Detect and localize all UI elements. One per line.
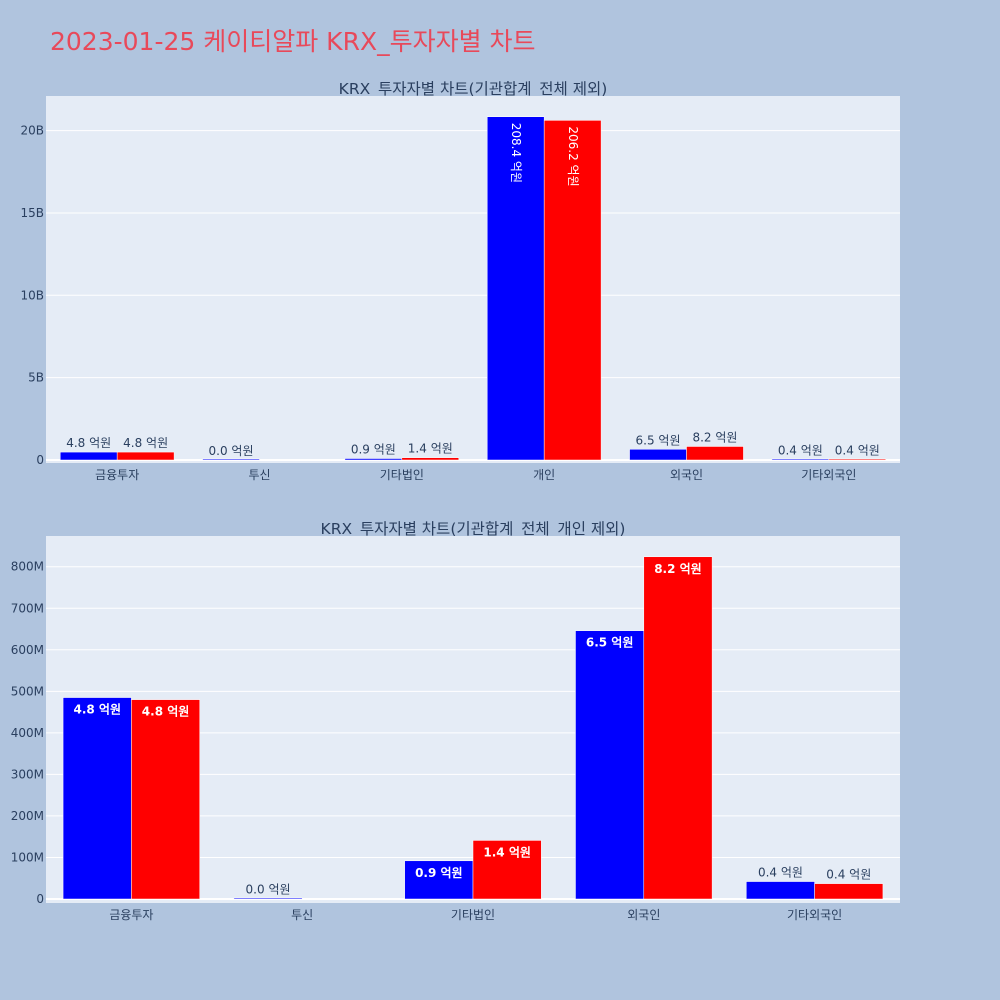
data-label: 0.4 억원 [826, 868, 871, 882]
x-tick-label: 투신 [248, 468, 270, 482]
data-label: 6.5 억원 [586, 636, 634, 650]
data-label: 0.0 억원 [246, 883, 291, 897]
data-label: 8.2 억원 [692, 430, 737, 444]
bar [814, 883, 884, 900]
y-tick-label: 200M [11, 809, 44, 823]
bar [59, 451, 118, 461]
y-tick-label: 20B [20, 124, 44, 138]
bar [62, 697, 132, 900]
data-label: 4.8 억원 [66, 436, 111, 450]
y-tick-label: 5B [28, 371, 44, 385]
data-label: 0.4 억원 [778, 443, 823, 457]
x-tick-label: 금융투자 [95, 468, 139, 482]
data-label: 208.4 억원 [509, 123, 523, 183]
y-tick-label: 700M [11, 601, 44, 615]
bar [472, 840, 542, 900]
data-label: 4.8 억원 [142, 705, 190, 719]
data-label: 1.4 억원 [483, 845, 531, 859]
bar [202, 458, 260, 461]
bar [643, 556, 713, 900]
data-label: 8.2 억원 [654, 562, 702, 576]
bar [543, 120, 602, 461]
y-tick-label: 10B [20, 288, 44, 302]
data-label: 4.8 억원 [123, 436, 168, 450]
bar [116, 451, 175, 461]
chart-krx-all-investors: KRX_투자자별 차트(기관합계_전체 제외) 0 5B 10B 15B 20B 4.8 억… [20, 80, 900, 482]
chart-krx-excluding-individual: KRX_투자자별 차트(기관합계_전체_개인 제외) 0 100M 200M 300M 4… [11, 520, 900, 922]
bar [746, 881, 815, 900]
x-tick-label: 기타법인 [380, 468, 424, 482]
chart-title: KRX_투자자별 차트(기관합계_전체_개인 제외) [321, 520, 626, 539]
y-tick-label: 400M [11, 726, 44, 740]
y-tick-label: 800M [11, 560, 44, 574]
bar [344, 458, 403, 461]
x-tick-label: 투신 [291, 908, 313, 922]
x-tick-label: 기타외국인 [787, 908, 842, 922]
x-tick-label: 기타외국인 [801, 468, 856, 482]
x-tick-label: 기타법인 [451, 908, 495, 922]
x-tick-label: 외국인 [627, 908, 660, 922]
data-label: 0.9 억원 [415, 866, 463, 880]
x-tick-label: 금융투자 [109, 908, 153, 922]
plot-area [46, 96, 900, 463]
bar [131, 699, 200, 900]
bar [233, 897, 303, 900]
bar [686, 446, 744, 461]
data-label: 0.9 억원 [351, 443, 396, 457]
y-tick-label: 600M [11, 643, 44, 657]
y-tick-label: 300M [11, 767, 44, 781]
data-label: 206.2 억원 [566, 126, 580, 186]
data-label: 6.5 억원 [636, 433, 681, 447]
bar [629, 449, 687, 461]
y-tick-label: 0 [36, 453, 44, 467]
data-label: 0.4 억원 [835, 443, 880, 457]
bar [404, 860, 474, 900]
x-tick-label: 외국인 [670, 468, 703, 482]
bar [401, 457, 460, 461]
data-label: 4.8 억원 [73, 703, 121, 717]
x-tick-label: 개인 [533, 468, 555, 482]
bar [828, 458, 887, 461]
data-label: 1.4 억원 [408, 442, 453, 456]
bar [771, 458, 830, 461]
y-tick-label: 100M [11, 850, 44, 864]
chart-title: KRX_투자자별 차트(기관합계_전체 제외) [339, 80, 608, 99]
page-title: 2023-01-25 케이티알파 KRX_투자자별 차트 [50, 27, 536, 56]
y-tick-label: 500M [11, 684, 44, 698]
y-tick-label: 0 [36, 892, 44, 906]
bar [486, 116, 545, 461]
y-tick-label: 15B [20, 206, 44, 220]
data-label: 0.0 억원 [209, 444, 254, 458]
data-label: 0.4 억원 [758, 866, 803, 880]
bar [575, 630, 645, 900]
